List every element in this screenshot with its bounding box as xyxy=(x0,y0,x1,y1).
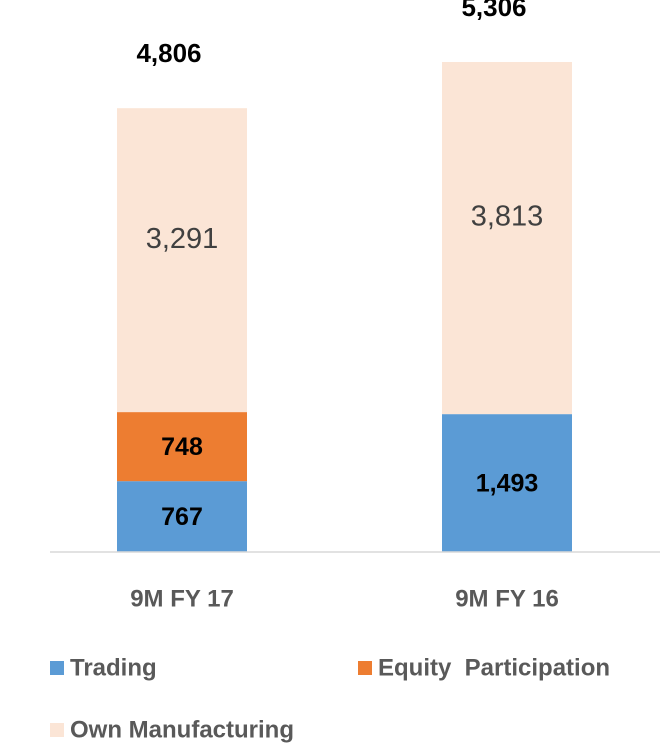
bar-segment xyxy=(117,412,247,482)
total-label: 4,806 xyxy=(136,38,201,68)
bar-segment xyxy=(117,108,247,413)
data-label: 767 xyxy=(161,503,203,531)
legend-label: Equity Participation xyxy=(378,654,610,681)
legend-label: Own Manufacturing xyxy=(70,716,294,743)
data-label: 3,291 xyxy=(146,223,219,255)
legend-label: Trading xyxy=(70,654,157,681)
x-tick-label: 9M FY 16 xyxy=(455,585,559,612)
data-label: 3,813 xyxy=(471,201,544,233)
bar-segment xyxy=(117,481,247,552)
data-label: 748 xyxy=(161,433,203,461)
bar-segment xyxy=(442,62,572,415)
legend-swatch xyxy=(358,661,372,675)
legend-swatch xyxy=(50,723,64,737)
total-label: 5,306 xyxy=(461,0,526,22)
bar-segment xyxy=(442,414,572,552)
legend-swatch xyxy=(50,661,64,675)
data-label: 1,493 xyxy=(476,470,539,498)
x-tick-label: 9M FY 17 xyxy=(130,585,234,612)
